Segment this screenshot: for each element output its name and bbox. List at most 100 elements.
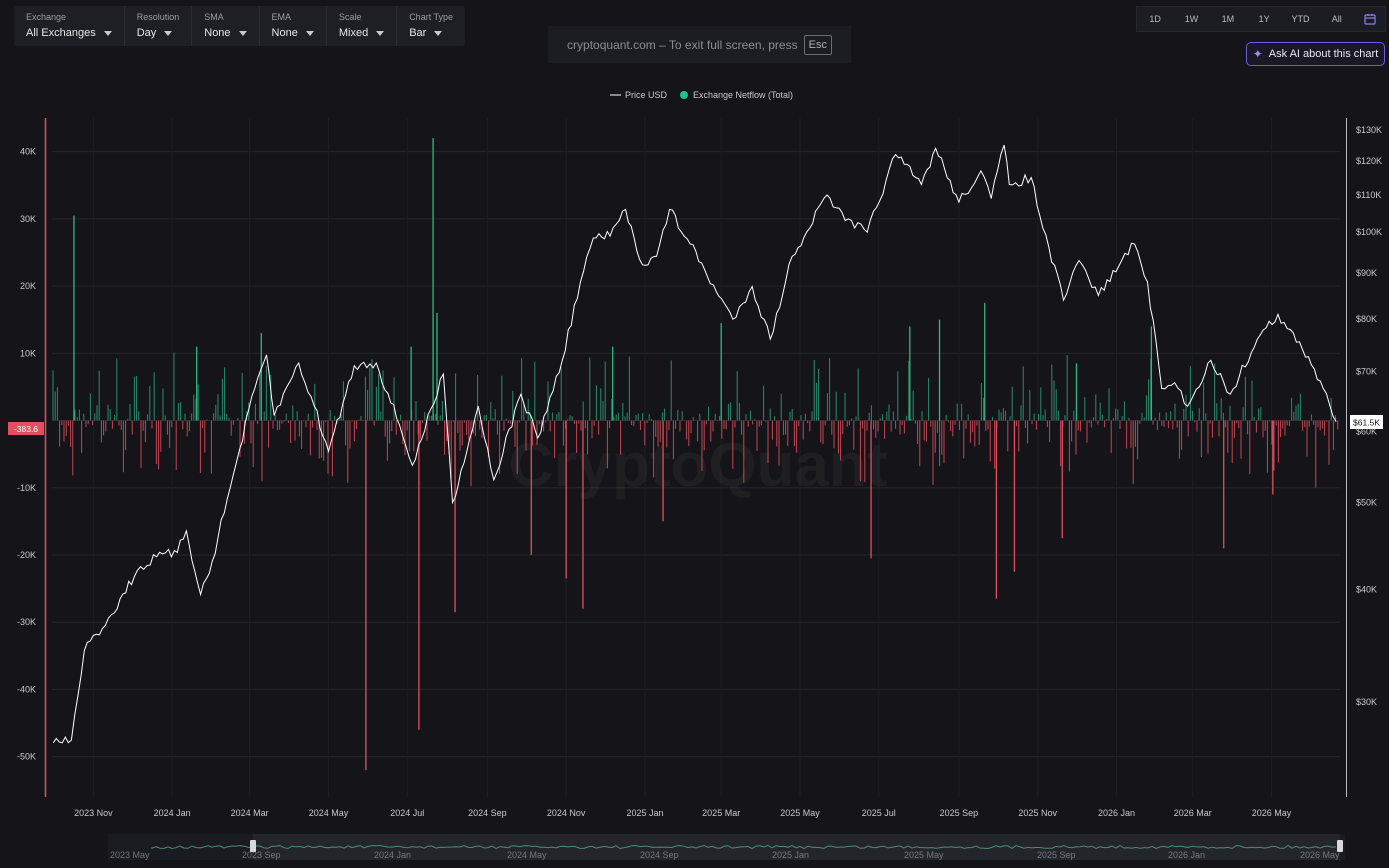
y-tick-label: -40K: [17, 684, 36, 694]
price-tick-label: $40K: [1356, 585, 1377, 595]
navigator-label: 2026 Jan: [1168, 850, 1205, 860]
x-tick-label: 2026 Jan: [1098, 808, 1135, 818]
x-tick-label: 2025 Jan: [626, 808, 663, 818]
range-1d-button[interactable]: 1D: [1149, 14, 1161, 24]
range-all-button[interactable]: All: [1331, 14, 1342, 24]
left-axis: 40K 30K 20K 10K -10K -20K -30K -40K -50K: [17, 147, 36, 762]
legend-price-label[interactable]: Price USD: [625, 90, 668, 100]
x-tick-label: 2024 Jan: [154, 808, 191, 818]
y-tick-label: -20K: [17, 550, 36, 560]
navigator-label: 2024 Sep: [640, 850, 679, 860]
fullscreen-notice: cryptoquant.com – To exit full screen, p…: [548, 26, 851, 63]
price-tick-label: $60K: [1356, 426, 1377, 436]
chevron-down-icon: [103, 30, 112, 36]
x-tick-label: 2025 Jul: [862, 808, 896, 818]
resolution-value: Day: [136, 27, 157, 39]
x-tick-label: 2026 Mar: [1174, 808, 1212, 818]
current-price-value: $61.5K: [1353, 418, 1380, 428]
navigator-label: 2025 Jan: [772, 850, 809, 860]
exchange-select[interactable]: Exchange All Exchanges: [14, 6, 125, 46]
legend-netflow-label[interactable]: Exchange Netflow (Total): [693, 90, 793, 100]
right-axis: $130K $120K $110K $100K $90K $80K $70K $60K $50K…: [1356, 125, 1382, 707]
price-tick-label: $50K: [1356, 498, 1377, 508]
price-tick-label: $100K: [1356, 227, 1382, 237]
x-tick-label: 2024 Jul: [390, 808, 424, 818]
y-tick-label: 20K: [20, 281, 36, 291]
navigator-label: 2024 May: [507, 850, 547, 860]
fullscreen-notice-text: cryptoquant.com – To exit full screen, p…: [567, 37, 798, 52]
current-netflow-value: -383.6: [14, 424, 38, 434]
time-range-selector: 1D 1W 1M 1Y YTD All: [1136, 6, 1386, 32]
price-tick-label: $90K: [1356, 268, 1377, 278]
price-tick-label: $70K: [1356, 366, 1377, 376]
range-1y-button[interactable]: 1Y: [1258, 14, 1270, 24]
price-tick-label: $120K: [1356, 156, 1382, 166]
chart-type-label: Chart Type: [409, 12, 454, 22]
x-tick-label: 2025 Sep: [940, 808, 979, 818]
ema-label: EMA: [271, 12, 292, 22]
resolution-label: Resolution: [136, 12, 180, 22]
price-tick-label: $30K: [1356, 697, 1377, 707]
scale-value: Mixed: [338, 27, 369, 39]
ema-value: None: [271, 27, 298, 39]
price-tick-label: $80K: [1356, 314, 1377, 324]
range-1m-button[interactable]: 1M: [1221, 14, 1235, 24]
navigator-series: [151, 844, 1337, 850]
navigator-left-handle[interactable]: [250, 840, 256, 852]
sma-value: None: [204, 27, 231, 39]
x-tick-label: 2024 Nov: [547, 808, 586, 818]
y-tick-label: -50K: [17, 752, 36, 762]
resolution-select[interactable]: Resolution Day: [125, 6, 193, 46]
legend-netflow-swatch: [680, 91, 688, 99]
esc-key: Esc: [803, 34, 832, 55]
sparkle-icon: ✦: [1252, 47, 1263, 61]
current-netflow-badge: [8, 422, 44, 435]
navigator-label: 2026 May: [1300, 850, 1340, 860]
chevron-down-icon: [164, 30, 173, 36]
x-tick-label: 2023 Nov: [74, 808, 113, 818]
x-tick-label: 2024 Mar: [231, 808, 269, 818]
navigator-label: 2023 Sep: [242, 850, 281, 860]
navigator-label: 2024 Jan: [374, 850, 411, 860]
x-tick-label: 2026 May: [1252, 808, 1292, 818]
y-tick-label: 30K: [20, 214, 36, 224]
navigator-label: 2025 Sep: [1037, 850, 1076, 860]
chart-toolbar: Exchange All Exchanges Resolution Day SM…: [14, 6, 466, 46]
calendar-icon[interactable]: [1355, 10, 1385, 28]
netflow-spikes: [73, 138, 1274, 771]
exchange-value: All Exchanges: [26, 27, 96, 39]
navigator-label: 2025 May: [904, 850, 944, 860]
x-tick-label: 2024 May: [309, 808, 349, 818]
y-tick-label: 10K: [20, 348, 36, 358]
watermark: CryptoQuant: [509, 431, 888, 500]
range-ytd-button[interactable]: YTD: [1291, 14, 1310, 24]
chevron-down-icon: [434, 30, 443, 36]
scale-select[interactable]: Scale Mixed: [327, 6, 398, 46]
chart-type-value: Bar: [409, 27, 427, 39]
x-tick-label: 2025 May: [780, 808, 820, 818]
exchange-label: Exchange: [26, 12, 67, 22]
chevron-down-icon: [238, 30, 247, 36]
range-navigator[interactable]: 2023 May 2023 Sep 2024 Jan 2024 May 2024 Sep…: [108, 834, 1345, 860]
price-line: [52, 144, 1337, 744]
chart-type-select[interactable]: Chart Type Bar: [397, 6, 465, 46]
scale-label: Scale: [338, 12, 362, 22]
price-tick-label: $110K: [1356, 190, 1381, 200]
navigator-right-handle[interactable]: [1337, 840, 1343, 852]
y-tick-label: -10K: [17, 483, 36, 493]
ask-ai-button[interactable]: ✦ Ask AI about this chart: [1246, 42, 1385, 66]
netflow-bars: [52, 352, 1339, 488]
chevron-down-icon: [376, 30, 385, 36]
ema-select[interactable]: EMA None: [260, 6, 327, 46]
x-axis: 2023 Nov 2024 Jan 2024 Mar 2024 May 2024 Jul…: [74, 808, 1292, 818]
price-tick-label: $130K: [1356, 125, 1382, 135]
navigator-label: 2023 May: [110, 850, 150, 860]
current-price-badge: [1350, 415, 1383, 429]
x-tick-label: 2025 Nov: [1018, 808, 1057, 818]
sma-label: SMA: [204, 12, 224, 22]
range-1w-button[interactable]: 1W: [1184, 14, 1199, 24]
chevron-down-icon: [305, 30, 314, 36]
sma-select[interactable]: SMA None: [192, 6, 260, 46]
x-tick-label: 2024 Sep: [468, 808, 507, 818]
